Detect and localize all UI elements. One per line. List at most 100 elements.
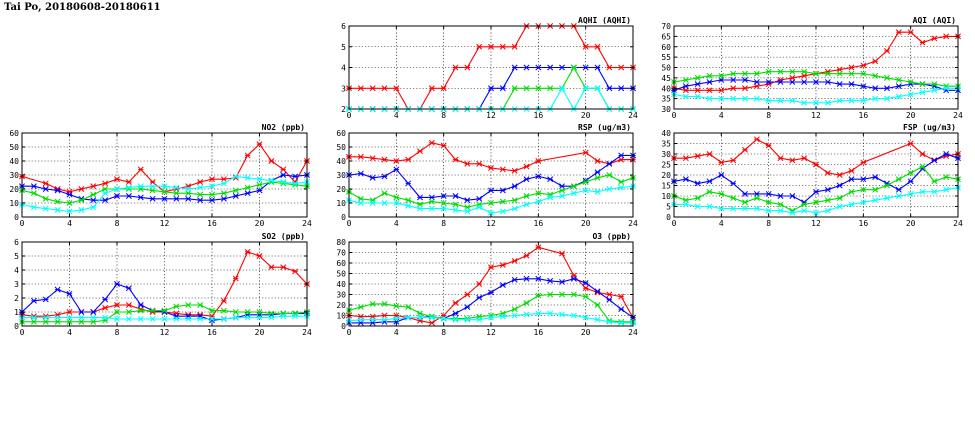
- data-point: [393, 194, 400, 201]
- data-point: [594, 169, 601, 176]
- data-point: [535, 190, 542, 197]
- data-point: [907, 169, 914, 176]
- x-tick-label: 24: [953, 111, 963, 120]
- data-point: [54, 314, 61, 321]
- data-point: [813, 79, 819, 85]
- y-tick-label: 35: [661, 95, 671, 104]
- data-point: [860, 70, 867, 77]
- data-point: [706, 188, 713, 195]
- data-point: [884, 47, 890, 54]
- page-title: Tai Po, 20180608-20180611: [4, 2, 161, 13]
- data-point: [114, 186, 120, 192]
- chart-no2: 0 4 8 12 16 20 24 0 10 20 30 40 50 60 NO2 (ppb): [9, 123, 312, 228]
- data-point: [535, 275, 542, 282]
- data-point: [535, 64, 542, 71]
- data-point: [393, 85, 400, 92]
- data-point: [559, 291, 565, 298]
- data-point: [464, 160, 471, 167]
- data-point: [931, 188, 938, 195]
- data-point: [706, 151, 713, 157]
- data-point: [30, 318, 37, 325]
- data-point: [220, 316, 227, 322]
- data-point: [872, 72, 879, 79]
- data-point: [606, 318, 613, 325]
- data-point: [268, 177, 275, 184]
- data-point: [836, 97, 843, 104]
- data-point: [706, 87, 713, 94]
- data-point: [102, 304, 109, 311]
- data-point: [789, 157, 796, 164]
- data-point: [694, 195, 701, 202]
- data-point: [931, 87, 938, 94]
- data-point: [197, 302, 204, 308]
- data-point: [256, 176, 263, 183]
- data-point: [464, 315, 471, 322]
- series-line-1: [349, 142, 633, 172]
- data-point: [90, 318, 97, 325]
- data-point: [753, 136, 760, 143]
- data-point: [582, 85, 589, 92]
- data-point: [161, 195, 168, 202]
- data-point: [594, 64, 601, 71]
- y-tick-label: 2: [14, 294, 19, 303]
- data-point: [452, 315, 459, 322]
- data-point: [90, 183, 97, 190]
- data-point: [102, 186, 109, 192]
- y-tick-label: 50: [336, 270, 346, 279]
- y-tick-label: 30: [9, 171, 19, 180]
- data-point: [125, 179, 132, 185]
- data-point: [511, 306, 518, 313]
- data-point: [694, 74, 701, 81]
- y-tick-label: 4: [14, 266, 19, 275]
- data-point: [357, 170, 364, 177]
- y-tick-label: 10: [9, 199, 19, 208]
- data-point: [836, 70, 843, 77]
- data-point: [66, 318, 73, 325]
- data-point: [499, 43, 506, 50]
- data-point: [919, 89, 926, 96]
- y-tick-label: 3: [341, 84, 346, 93]
- data-point: [149, 179, 156, 185]
- data-point: [488, 200, 494, 206]
- data-point: [268, 264, 275, 271]
- data-point: [54, 187, 61, 194]
- data-point: [836, 172, 843, 178]
- x-tick-label: 16: [534, 111, 544, 120]
- data-point: [682, 83, 689, 90]
- data-point: [464, 208, 471, 215]
- data-point: [488, 314, 494, 321]
- y-tick-label: 30: [661, 150, 671, 159]
- data-point: [499, 166, 506, 173]
- x-tick-label: 24: [628, 219, 638, 228]
- data-point: [895, 76, 902, 83]
- data-point: [137, 316, 144, 322]
- data-point: [232, 275, 239, 282]
- data-point: [813, 188, 819, 195]
- x-tick-label: 8: [115, 219, 120, 228]
- data-point: [220, 180, 227, 187]
- data-point: [42, 318, 49, 325]
- data-point: [488, 85, 494, 92]
- x-tick-label: 12: [160, 328, 170, 337]
- data-point: [618, 179, 625, 185]
- data-point: [594, 288, 601, 295]
- data-point: [393, 315, 400, 322]
- data-point: [718, 72, 725, 79]
- data-point: [428, 314, 435, 321]
- data-point: [30, 190, 37, 197]
- data-point: [777, 207, 784, 214]
- data-point: [173, 316, 180, 322]
- data-point: [405, 156, 412, 163]
- data-point: [185, 316, 192, 322]
- chart-title: SO2 (ppb): [262, 232, 305, 241]
- data-point: [547, 85, 554, 92]
- data-point: [476, 195, 483, 202]
- data-point: [499, 187, 506, 194]
- y-tick-label: 60: [336, 129, 346, 138]
- data-point: [535, 310, 542, 317]
- y-tick-label: 5: [14, 252, 19, 261]
- data-point: [280, 172, 287, 178]
- data-point: [66, 208, 73, 215]
- data-point: [244, 311, 251, 318]
